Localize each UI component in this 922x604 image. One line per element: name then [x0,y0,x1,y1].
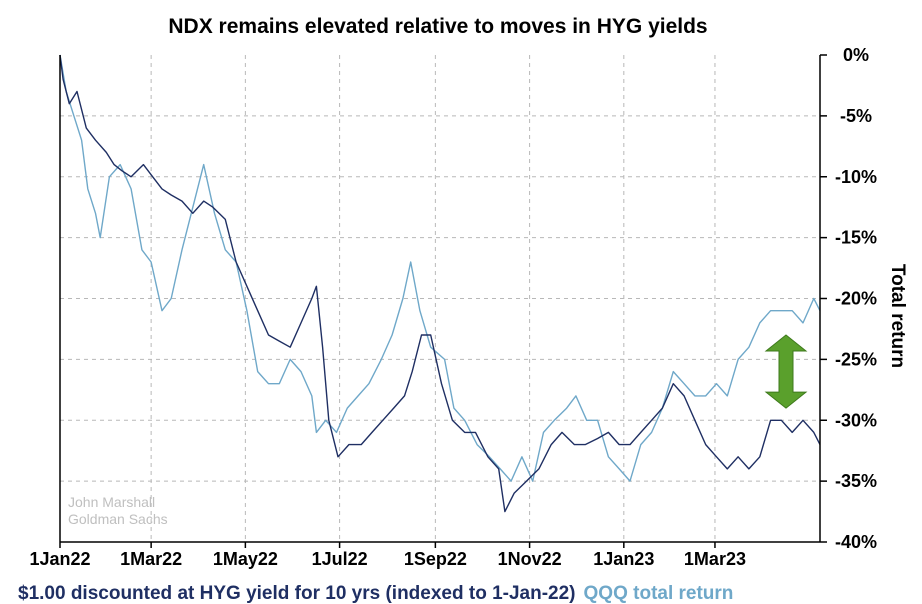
x-tick-label: 1Jan23 [593,549,654,569]
x-tick-label: 1May22 [213,549,278,569]
y-tick-label: -35% [835,471,877,491]
x-axis-ticks: 1Jan22 1Mar22 1May22 1Jul22 1Sep22 1Nov22 1Jan… [29,542,746,569]
x-tick-label: 1Jul22 [312,549,368,569]
gridlines [60,55,820,542]
y-tick-label: -15% [835,228,877,248]
x-tick-label: 1Sep22 [404,549,467,569]
x-tick-label: 1Nov22 [498,549,562,569]
legend: $1.00 discounted at HYG yield for 10 yrs… [18,583,733,604]
y-tick-label: -30% [835,410,877,430]
double-arrow-icon [764,334,808,409]
watermark-line-2: Goldman Sachs [68,511,168,527]
series-line-qqq [59,54,821,482]
series-group [59,54,821,513]
y-tick-label: -5% [840,106,872,126]
watermark-line-1: John Marshall [68,494,155,510]
y-tick-label: -20% [835,289,877,309]
y-axis-label: Total return [887,264,908,368]
legend-entry-hyg: $1.00 discounted at HYG yield for 10 yrs… [18,583,576,604]
y-tick-label: -40% [835,532,877,552]
x-tick-label: 1Jan22 [29,549,90,569]
watermark: John Marshall Goldman Sachs [68,494,168,527]
x-tick-label: 1Mar23 [684,549,746,569]
y-tick-label: -10% [835,167,877,187]
legend-entry-qqq: QQQ total return [584,583,734,604]
y-axis-ticks: 0% -5% -10% -15% -20% -25% -30% -35% -40% [820,45,877,552]
y-tick-label: -25% [835,349,877,369]
chart-title: NDX remains elevated relative to moves i… [168,15,707,38]
x-tick-label: 1Mar22 [120,549,182,569]
gap-arrow-annotation [764,334,808,409]
y-tick-label: 0% [843,45,869,65]
series-line-hyg [59,54,821,513]
